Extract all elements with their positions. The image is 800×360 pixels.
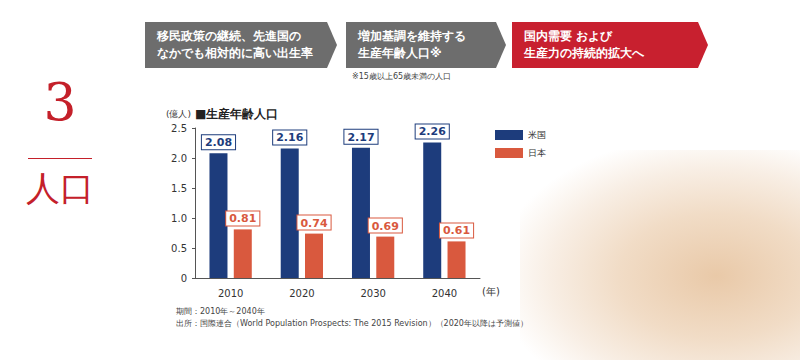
svg-text:0.5: 0.5 [171,243,187,254]
html-text:国内需要 および: 国内需要 および [524,29,613,43]
svg-text:0.69: 0.69 [372,220,399,233]
svg-text:0: 0 [181,273,187,284]
svg-text:1.0: 1.0 [171,213,187,224]
svg-text:2.16: 2.16 [276,131,303,144]
html-text:出所：国際連合（World Population Prosp: 出所：国際連合（World Population Prospects: The … [176,319,528,328]
svg-text:■生産年齢人口: ■生産年齢人口 [195,107,278,121]
svg-text:2.08: 2.08 [205,136,232,149]
svg-text:2.17: 2.17 [347,131,374,144]
svg-text:2040: 2040 [432,288,457,299]
svg-text:(億人): (億人) [166,109,191,119]
svg-text:2030: 2030 [360,288,385,299]
svg-text:0.81: 0.81 [229,212,256,225]
html-text:生産力の持続的拡大へ: 生産力の持続的拡大へ [524,46,644,60]
svg-text:日本: 日本 [528,148,546,158]
svg-text:1.5: 1.5 [171,183,187,194]
svg-text:0.74: 0.74 [300,217,327,230]
svg-text:0.61: 0.61 [443,224,470,237]
html-text:移民政策の継続、先進国の: 移民政策の継続、先進国の [157,29,301,43]
svg-text:2010: 2010 [218,288,243,299]
svg-text:2020: 2020 [289,288,314,299]
svg-text:2.26: 2.26 [419,125,446,138]
svg-text:米国: 米国 [528,130,546,140]
html-text:3: 3 [43,72,77,132]
svg-text:2.5: 2.5 [171,123,187,134]
html-text:生産年齢人口※: 生産年齢人口※ [358,46,442,60]
html-text:※15歳以上65歳未満の人口: ※15歳以上65歳未満の人口 [352,72,452,81]
html-text:人口: 人口 [26,168,94,208]
svg-text:(年): (年) [482,286,500,297]
html-text:なかでも相対的に高い出生率: なかでも相対的に高い出生率 [157,46,313,60]
html-text:期間：2010年～2040年: 期間：2010年～2040年 [176,307,265,316]
html-text:増加基調を維持する: 増加基調を維持する [358,29,466,43]
svg-text:2.0: 2.0 [171,153,187,164]
